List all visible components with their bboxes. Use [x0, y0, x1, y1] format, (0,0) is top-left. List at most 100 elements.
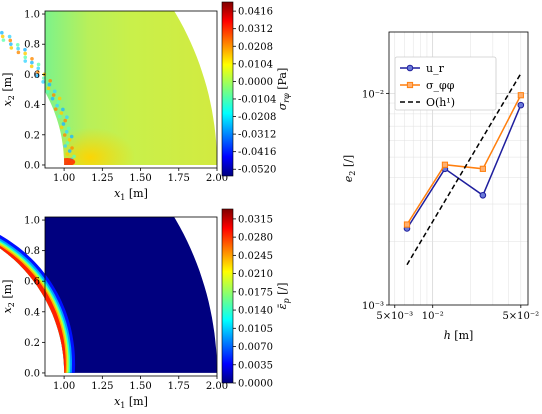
x-axis-label: x1 [m]	[114, 395, 148, 410]
x-tick-label: 1.25	[91, 381, 113, 392]
x-tick-label: 1.25	[91, 173, 113, 184]
edge-noise-mark	[65, 141, 70, 145]
colorbar-tick-label: -0.0520	[238, 165, 276, 176]
x-tick-label: 2.00	[206, 381, 228, 392]
x-tick-label: 5×10⁻³	[376, 311, 413, 322]
edge-noise-mark	[66, 126, 71, 131]
edge-noise-mark	[48, 79, 53, 83]
edge-noise-mark	[30, 56, 34, 61]
edge-noise-mark	[63, 144, 68, 148]
edge-noise-mark	[69, 134, 74, 139]
edge-noise-mark	[16, 46, 20, 51]
legend-marker	[406, 81, 414, 89]
colorbar-tick-label: 0.0140	[238, 306, 273, 317]
edge-noise-mark	[50, 96, 55, 101]
colorbar-tick-label: 0.0175	[238, 287, 273, 298]
shear-stress-colorbar: 0.0416 0.0312 0.0208 0.0104 0.0000 -0.0104 -0.…	[221, 1, 291, 177]
plastic-strain-field	[0, 217, 217, 373]
edge-noise-mark	[35, 73, 40, 78]
legend-box	[394, 56, 497, 111]
edge-noise-mark	[41, 80, 45, 84]
edge-noise-mark	[67, 137, 72, 142]
y-axis-label: e2 [/]	[342, 155, 357, 182]
edge-noise-mark	[52, 89, 57, 94]
edge-noise-mark	[56, 100, 61, 104]
series-point	[517, 92, 524, 99]
edge-noise-mark	[65, 115, 69, 119]
y-tick-label: 10⁻³	[362, 301, 384, 312]
legend-marker	[406, 64, 414, 72]
edge-noise-mark	[29, 64, 34, 69]
edge-noise-mark	[45, 90, 50, 94]
edge-noise-mark	[7, 34, 12, 39]
legend-label: σ_φφ	[426, 79, 455, 92]
series-line	[406, 104, 522, 229]
edge-noise-mark	[57, 114, 62, 119]
plastic-strain-axes: 1.00 1.25 1.50 1.75 2.00 0.0 0.2 0.4 0.6 0.8 1.0 x1…	[1, 216, 228, 410]
edge-noise-mark	[62, 133, 67, 137]
edge-noise-mark	[57, 96, 62, 101]
edge-noise-mark	[46, 86, 51, 91]
y-tick-label: 0.4	[24, 100, 40, 111]
series-point	[403, 221, 411, 228]
edge-noise-mark	[36, 70, 40, 74]
edge-noise-mark	[36, 62, 41, 67]
y-tick-label: 0.0	[24, 368, 40, 379]
plastic-strain-field-plot: 1.00 1.25 1.50 1.75 2.00 0.0 0.2 0.4 0.6 0.8 1.0 x1…	[0, 216, 228, 410]
edge-noise-mark	[23, 47, 27, 52]
strain-band	[0, 239, 66, 373]
colorbar-tick-label: 0.0416	[238, 7, 273, 18]
axes-frame	[44, 216, 218, 377]
colorbar-tick-label: 0.0312	[238, 24, 273, 35]
convergence-legend: u_r σ_φφ O(h¹)	[394, 56, 497, 111]
edge-noise-mark	[16, 50, 21, 55]
y-tick-label: 0.0	[24, 160, 40, 171]
x-axis-label: h [m]	[444, 329, 474, 342]
series-point	[479, 191, 487, 199]
edge-noise-mark	[59, 125, 64, 130]
x-axis-label: x1 [m]	[114, 187, 148, 202]
series-point	[441, 161, 449, 168]
x-tick-label: 1.75	[168, 381, 190, 392]
y-tick-label: 0.6	[24, 277, 40, 288]
y-tick-label: 0.8	[24, 40, 40, 51]
edge-noise-mark	[47, 82, 52, 87]
legend-label: u_r	[426, 62, 445, 75]
colorbar-tick-label: 0.0000	[238, 77, 273, 88]
edge-noise-mark	[8, 38, 13, 43]
convergence-series	[403, 73, 525, 266]
plastic-strain-colorbar: 0.0315 0.0280 0.0245 0.0210 0.0175 0.0140 0.01…	[221, 208, 291, 390]
colorbar-tick-label: 0.0000	[238, 379, 273, 390]
x-tick-label: 5×10⁻²	[502, 311, 539, 322]
axes-frame	[44, 10, 218, 169]
edge-noise-mark	[64, 129, 69, 134]
edge-noise-mark	[1, 38, 6, 42]
convergence-axes: 5×10⁻³ 10⁻² 5×10⁻²10⁻³10⁻²h [m]e2 [/]	[342, 31, 539, 342]
colorbar-tick-label: 0.0315	[238, 214, 273, 225]
colorbar-tick-label: 0.0035	[238, 360, 273, 371]
x-tick-label: 1.75	[168, 173, 190, 184]
colorbar-label: σrφ [Pa]	[276, 68, 291, 111]
shear-stress-field-plot: 1.00 1.25 1.50 1.75 2.00 0.0 0.2 0.4 0.6 0.8 1.0 x1…	[0, 10, 228, 202]
colorbar-tick-label: 0.0105	[238, 324, 273, 335]
y-tick-label: 0.4	[24, 307, 40, 318]
edge-noise-mark	[9, 42, 13, 46]
edge-noise-mark	[15, 42, 20, 47]
edge-noise-mark	[36, 66, 41, 71]
colorbar-tick-label: 0.0208	[238, 42, 273, 53]
y-tick-label: 0.2	[24, 130, 40, 141]
edge-noise-mark	[63, 118, 68, 123]
y-tick-label: 0.8	[24, 246, 40, 257]
edge-noise-mark	[70, 146, 74, 150]
series-line	[406, 73, 522, 266]
y-axis-label: x2 [m]	[1, 73, 16, 107]
y-tick-label: 10⁻²	[362, 89, 384, 100]
edge-noise-mark	[0, 34, 5, 39]
field-layer	[0, 217, 217, 373]
edge-noise-mark	[23, 55, 28, 60]
field-peak	[59, 157, 76, 165]
x-tick-label: 1.50	[129, 173, 151, 184]
colorbar-tick-label: 0.0210	[238, 269, 273, 280]
colorbar-tick-label: 0.0104	[238, 59, 273, 70]
